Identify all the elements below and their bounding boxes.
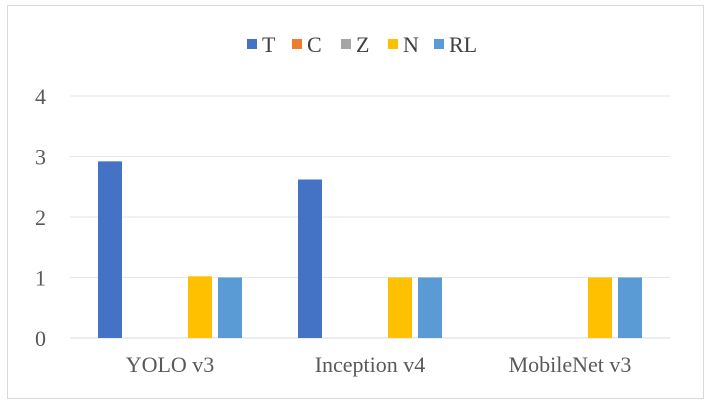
x-tick-label: YOLO v3 <box>126 352 215 377</box>
x-tick-label: Inception v4 <box>315 352 426 377</box>
bar-n-2 <box>388 277 412 338</box>
legend-label-c: C <box>307 32 322 57</box>
legend-swatch-rl <box>434 39 444 49</box>
x-tick-label: MobileNet v3 <box>509 352 632 377</box>
chart-frame <box>7 5 704 399</box>
x-axis-ticks: YOLO v3 Inception v4 MobileNet v3 <box>126 352 632 377</box>
legend-swatch-t <box>247 39 257 49</box>
y-axis-ticks: 0 1 2 3 4 <box>35 84 46 351</box>
legend-label-n: N <box>403 32 419 57</box>
legend-label-z: Z <box>356 32 369 57</box>
bar-rl-1 <box>218 277 242 338</box>
bar-rl-3 <box>618 277 642 338</box>
legend-swatch-n <box>388 39 398 49</box>
legend-swatch-c <box>292 39 302 49</box>
gridlines <box>70 95 670 339</box>
bar-t-2 <box>298 179 322 338</box>
y-tick-label: 0 <box>35 326 46 351</box>
legend-swatch-z <box>341 39 351 49</box>
y-tick-label: 3 <box>35 145 46 170</box>
y-tick-label: 2 <box>35 205 46 230</box>
y-tick-label: 4 <box>35 84 46 109</box>
bar-n-1 <box>188 276 212 338</box>
bar-n-3 <box>588 277 612 338</box>
legend-label-rl: RL <box>449 32 477 57</box>
bar-rl-2 <box>418 277 442 338</box>
bars <box>98 161 642 338</box>
y-tick-label: 1 <box>35 266 46 291</box>
legend-label-t: T <box>262 32 276 57</box>
bar-t-1 <box>98 161 122 338</box>
legend: T C Z N RL <box>247 32 477 57</box>
